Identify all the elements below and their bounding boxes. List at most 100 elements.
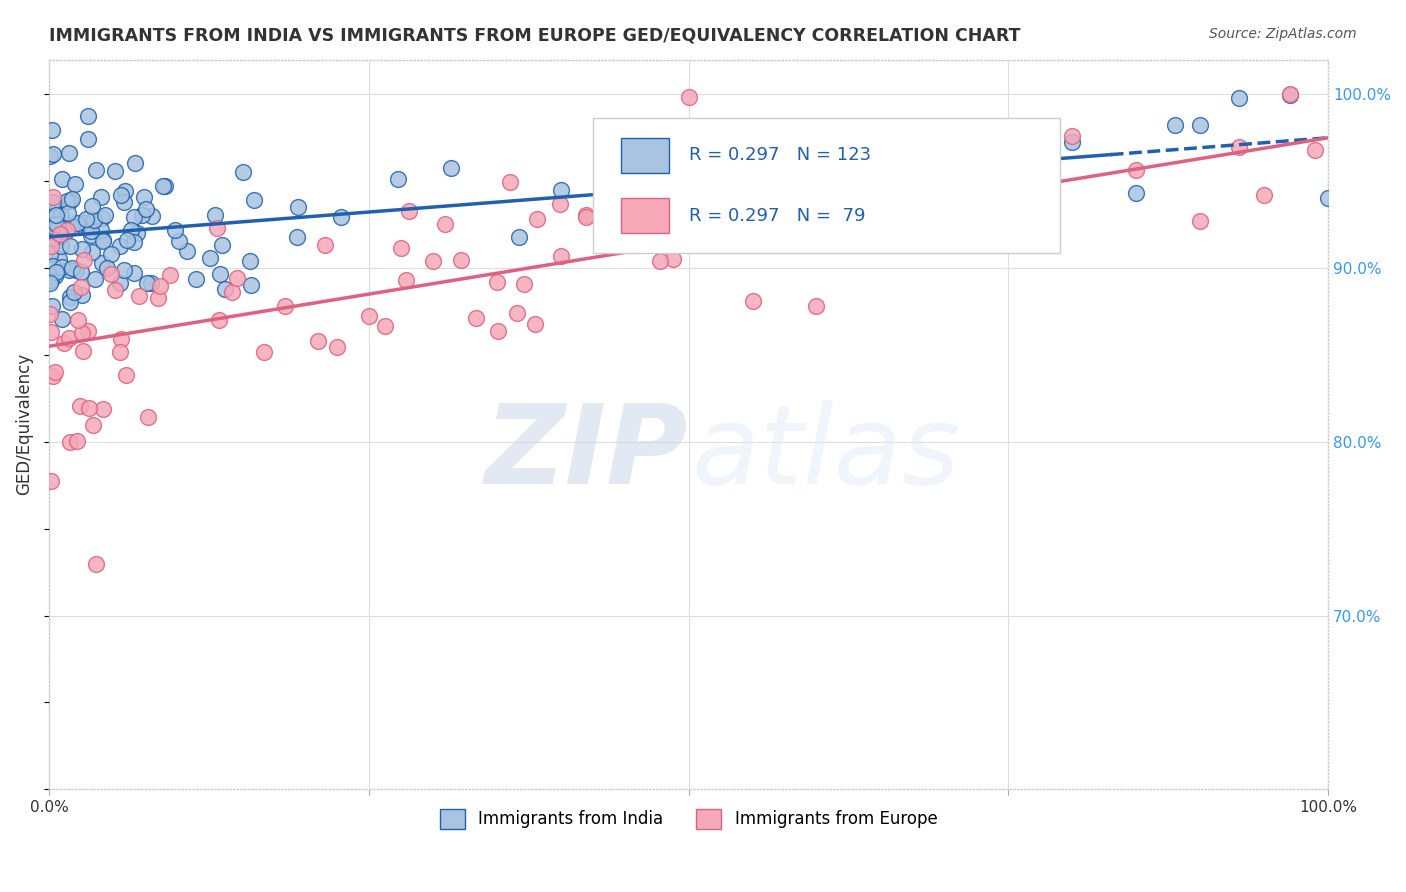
Point	[73, 216, 96, 230]
Point	[152, 179, 174, 194]
Point	[176, 244, 198, 258]
Point	[93, 233, 115, 247]
Point	[84, 557, 107, 571]
Point	[508, 230, 530, 244]
Point	[575, 211, 598, 225]
Point	[274, 299, 297, 313]
Point	[51, 312, 73, 326]
Point	[221, 285, 243, 299]
Point	[83, 213, 105, 227]
Point	[45, 208, 67, 222]
Point	[73, 252, 96, 267]
Point	[44, 268, 66, 283]
Point	[48, 252, 70, 266]
Point	[287, 201, 309, 215]
Point	[650, 253, 672, 268]
Point	[60, 260, 83, 275]
Point	[184, 272, 207, 286]
Point	[1062, 135, 1084, 149]
Point	[39, 307, 62, 321]
Point	[39, 273, 62, 287]
Point	[59, 435, 82, 450]
Point	[90, 190, 112, 204]
Point	[60, 220, 83, 235]
Point	[806, 299, 828, 313]
Point	[485, 275, 508, 289]
Point	[1317, 191, 1340, 205]
Point	[1305, 143, 1327, 157]
Point	[66, 313, 89, 327]
Point	[207, 313, 229, 327]
Point	[239, 254, 262, 268]
Point	[55, 224, 77, 238]
Point	[440, 161, 463, 176]
Point	[51, 260, 73, 274]
Point	[100, 247, 122, 261]
Point	[56, 194, 79, 209]
Point	[79, 227, 101, 242]
Legend: Immigrants from India, Immigrants from Europe: Immigrants from India, Immigrants from E…	[433, 802, 945, 836]
Point	[464, 310, 486, 325]
Point	[58, 331, 80, 345]
Point	[398, 204, 420, 219]
Point	[80, 199, 103, 213]
Point	[1253, 188, 1275, 202]
Point	[115, 368, 138, 383]
Point	[49, 239, 72, 253]
Text: ZIP: ZIP	[485, 401, 689, 507]
Point	[506, 306, 529, 320]
Point	[49, 228, 72, 243]
Point	[104, 283, 127, 297]
Point	[524, 317, 547, 331]
Point	[58, 263, 80, 277]
Point	[575, 208, 598, 222]
Point	[59, 239, 82, 253]
Point	[1227, 140, 1250, 154]
Point	[58, 146, 80, 161]
Point	[56, 205, 79, 219]
Text: atlas: atlas	[692, 401, 960, 507]
Point	[513, 277, 536, 291]
Point	[934, 138, 956, 153]
Point	[678, 163, 700, 178]
Point	[66, 434, 89, 449]
Point	[122, 235, 145, 249]
Bar	[621, 138, 669, 173]
Point	[86, 163, 108, 178]
Point	[136, 277, 159, 291]
Point	[60, 192, 83, 206]
Point	[806, 163, 828, 178]
Text: R = 0.297   N = 123: R = 0.297 N = 123	[689, 146, 870, 164]
Point	[139, 276, 162, 290]
Point	[45, 203, 67, 218]
Point	[662, 252, 685, 266]
Point	[69, 399, 91, 413]
Point	[128, 289, 150, 303]
Point	[114, 184, 136, 198]
Point	[122, 266, 145, 280]
Point	[52, 218, 75, 232]
Point	[112, 195, 135, 210]
Text: IMMIGRANTS FROM INDIA VS IMMIGRANTS FROM EUROPE GED/EQUIVALENCY CORRELATION CHAR: IMMIGRANTS FROM INDIA VS IMMIGRANTS FROM…	[49, 27, 1021, 45]
Point	[46, 211, 69, 226]
Point	[76, 324, 98, 338]
Point	[44, 219, 66, 234]
Point	[104, 163, 127, 178]
Point	[41, 475, 63, 489]
Point	[108, 345, 131, 359]
Point	[41, 122, 63, 136]
Point	[59, 295, 82, 310]
Point	[42, 147, 65, 161]
Point	[329, 211, 352, 225]
Point	[91, 401, 114, 416]
Point	[70, 242, 93, 256]
Point	[1189, 214, 1212, 228]
Point	[65, 220, 87, 235]
Point	[94, 207, 117, 221]
Point	[42, 231, 65, 245]
Point	[239, 277, 262, 292]
Point	[307, 334, 329, 349]
Point	[56, 223, 79, 237]
FancyBboxPatch shape	[592, 118, 1060, 253]
Point	[395, 273, 418, 287]
